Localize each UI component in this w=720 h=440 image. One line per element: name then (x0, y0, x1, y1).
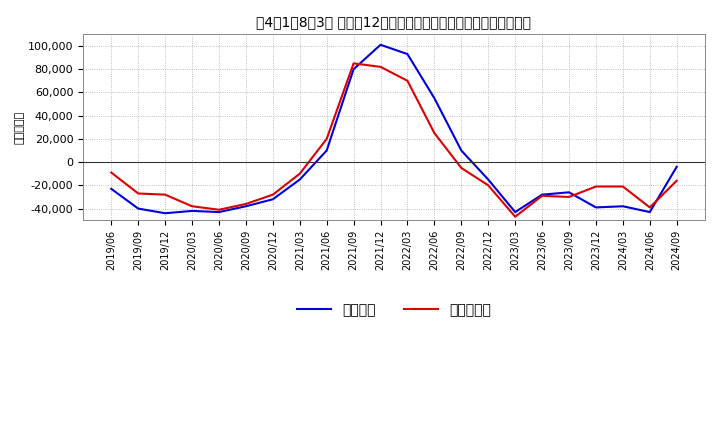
当期純利益 (242, 201, 251, 206)
当期純利益 (430, 130, 438, 136)
経常利益 (618, 204, 627, 209)
当期純利益 (564, 194, 573, 200)
経常利益 (403, 51, 412, 57)
経常利益 (323, 148, 331, 153)
経常利益 (538, 192, 546, 197)
経常利益 (511, 209, 520, 215)
経常利益 (349, 66, 358, 72)
経常利益 (107, 186, 116, 191)
当期純利益 (188, 204, 197, 209)
当期純利益 (538, 193, 546, 198)
当期純利益 (646, 205, 654, 210)
Line: 経常利益: 経常利益 (112, 45, 677, 213)
経常利益 (269, 197, 277, 202)
当期純利益 (511, 214, 520, 220)
経常利益 (457, 148, 466, 153)
Line: 当期純利益: 当期純利益 (112, 63, 677, 217)
経常利益 (430, 95, 438, 101)
当期純利益 (134, 191, 143, 196)
当期純利益 (592, 184, 600, 189)
経常利益 (215, 209, 223, 215)
当期純利益 (618, 184, 627, 189)
経常利益 (161, 211, 169, 216)
当期純利益 (349, 61, 358, 66)
当期純利益 (215, 207, 223, 213)
当期純利益 (403, 78, 412, 84)
経常利益 (592, 205, 600, 210)
当期純利益 (161, 192, 169, 197)
経常利益 (646, 209, 654, 215)
経常利益 (377, 42, 385, 48)
経常利益 (134, 206, 143, 211)
当期純利益 (457, 165, 466, 171)
Legend: 経常利益, 当期純利益: 経常利益, 当期純利益 (291, 298, 497, 323)
当期純利益 (107, 170, 116, 175)
経常利益 (484, 177, 492, 182)
当期純利益 (269, 192, 277, 197)
経常利益 (295, 177, 304, 182)
当期純利益 (323, 136, 331, 142)
当期純利益 (295, 171, 304, 176)
経常利益 (564, 190, 573, 195)
Y-axis label: （百万円）: （百万円） (15, 111, 25, 144)
当期純利益 (377, 64, 385, 70)
当期純利益 (672, 178, 681, 183)
経常利益 (672, 164, 681, 169)
Title: ４4１1１8１3］ 利益の12か月移動合計の対前年同期増減額の推移: ４4１1１8１3］ 利益の12か月移動合計の対前年同期増減額の推移 (256, 15, 531, 29)
当期純利益 (484, 183, 492, 188)
経常利益 (242, 204, 251, 209)
経常利益 (188, 208, 197, 213)
